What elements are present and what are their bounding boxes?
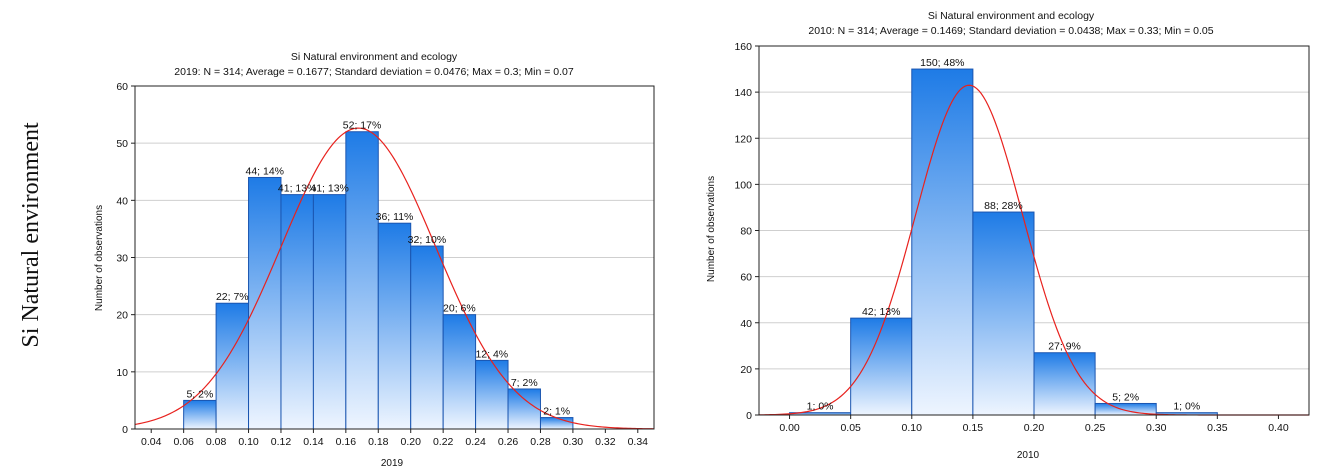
histogram-bar — [248, 176, 282, 430]
y-tick-label: 160 — [734, 41, 752, 53]
y-tick-label: 40 — [740, 318, 752, 330]
data-label: 41; 13% — [310, 183, 349, 195]
histogram-2010: Si Natural environment and ecology 2010:… — [698, 0, 1316, 470]
chart-subtitle: 2010: N = 314; Average = 0.1469; Standar… — [808, 25, 1213, 37]
histogram-2019-svg: Si Natural environment and ecology 2019:… — [94, 51, 655, 469]
data-label: 5; 2% — [1112, 391, 1139, 403]
x-axis-label: 2019 — [381, 458, 404, 469]
x-tick-label: 0.40 — [1268, 422, 1289, 434]
normal-fit-curve — [134, 127, 655, 430]
x-tick-label: 0.35 — [1207, 422, 1228, 434]
x-tick-label: 0.26 — [498, 436, 519, 448]
x-tick-label: 0.05 — [840, 422, 861, 434]
x-tick-label: 0.06 — [173, 436, 194, 448]
histogram-bar — [377, 222, 412, 430]
data-label: 7; 2% — [511, 377, 538, 389]
histogram-bar — [475, 359, 509, 430]
histogram-2019: Si Natural environment and ecology 2019:… — [82, 0, 660, 470]
y-tick-label: 60 — [116, 81, 128, 93]
chart-title: Si Natural environment and ecology — [291, 51, 458, 63]
side-label: Si Natural environment — [6, 0, 50, 470]
data-label: 32; 10% — [408, 234, 447, 246]
x-tick-label: 0.34 — [628, 436, 649, 448]
chart-subtitle: 2019: N = 314; Average = 0.1677; Standar… — [174, 66, 574, 78]
data-label: 52; 17% — [343, 120, 382, 132]
histogram-bar — [410, 245, 444, 430]
data-label: 88; 28% — [984, 200, 1023, 212]
x-tick-label: 0.18 — [368, 436, 389, 448]
data-label: 22; 7% — [216, 291, 249, 303]
x-tick-label: 0.30 — [1146, 422, 1167, 434]
data-label: 1; 0% — [807, 401, 834, 413]
y-tick-label: 50 — [116, 138, 128, 150]
histogram-bar — [183, 399, 217, 430]
x-tick-label: 0.14 — [303, 436, 324, 448]
y-tick-label: 100 — [734, 179, 752, 191]
histogram-bar — [507, 388, 541, 430]
y-tick-label: 140 — [734, 87, 752, 99]
data-label: 44; 14% — [245, 165, 284, 177]
histogram-bar — [972, 211, 1035, 416]
data-label: 5; 2% — [186, 388, 213, 400]
histogram-bar — [911, 68, 974, 416]
x-tick-label: 0.20 — [1024, 422, 1045, 434]
y-axis-label: Number of observations — [706, 176, 717, 282]
histogram-bar — [442, 314, 477, 430]
data-label: 2; 1% — [543, 406, 570, 418]
y-tick-label: 40 — [116, 195, 128, 207]
y-tick-label: 0 — [746, 410, 752, 422]
x-axis-label: 2010 — [1017, 450, 1040, 461]
histogram-bar — [280, 194, 314, 430]
data-label: 12; 4% — [475, 348, 508, 360]
y-tick-label: 30 — [116, 253, 128, 265]
data-label: 27; 9% — [1048, 341, 1081, 353]
x-tick-label: 0.20 — [401, 436, 422, 448]
chart-title: Si Natural environment and ecology — [928, 10, 1095, 22]
y-axis-label: Number of observations — [94, 205, 105, 311]
x-tick-label: 0.00 — [779, 422, 800, 434]
x-tick-label: 0.15 — [963, 422, 984, 434]
y-tick-label: 120 — [734, 133, 752, 145]
x-tick-label: 0.10 — [238, 436, 259, 448]
x-tick-label: 0.12 — [271, 436, 292, 448]
x-tick-label: 0.04 — [141, 436, 162, 448]
histogram-bar — [345, 131, 379, 430]
histogram-bar — [539, 417, 574, 430]
x-tick-label: 0.24 — [465, 436, 486, 448]
x-tick-label: 0.08 — [206, 436, 227, 448]
x-tick-label: 0.25 — [1085, 422, 1106, 434]
plot-frame — [134, 85, 655, 430]
data-label: 36; 11% — [376, 211, 414, 223]
x-tick-label: 0.22 — [433, 436, 454, 448]
histogram-bar — [215, 302, 250, 430]
x-tick-label: 0.28 — [530, 436, 551, 448]
y-tick-label: 60 — [740, 272, 752, 284]
data-label: 42; 13% — [862, 306, 901, 318]
y-tick-label: 20 — [740, 364, 752, 376]
data-label: 41; 13% — [278, 183, 317, 195]
data-label: 20; 6% — [443, 303, 476, 315]
x-tick-label: 0.10 — [902, 422, 923, 434]
histogram-2010-svg: Si Natural environment and ecology 2010:… — [706, 10, 1310, 461]
side-label-text: Si Natural environment — [18, 122, 44, 348]
x-tick-label: 0.32 — [595, 436, 616, 448]
y-tick-label: 20 — [116, 310, 128, 322]
y-tick-label: 80 — [740, 226, 752, 238]
y-tick-label: 10 — [116, 367, 128, 379]
data-label: 150; 48% — [920, 57, 964, 69]
data-label: 1; 0% — [1173, 401, 1200, 413]
plot-frame — [758, 45, 1310, 416]
x-tick-label: 0.16 — [336, 436, 357, 448]
histogram-bar — [850, 317, 913, 416]
y-tick-label: 0 — [122, 424, 128, 436]
x-tick-label: 0.30 — [563, 436, 584, 448]
histogram-bar — [312, 194, 347, 430]
